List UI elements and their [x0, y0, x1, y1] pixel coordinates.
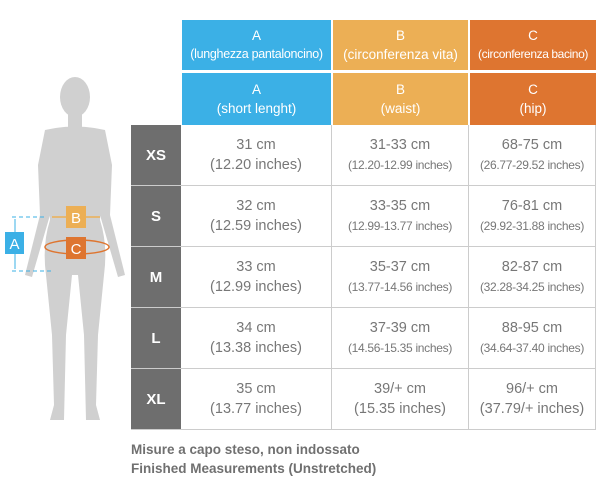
footer-note-it: Misure a capo steso, non indossato: [131, 442, 360, 457]
table-row: XS 31 cm (12.20 inches) 31-33 cm (12.20-12.9…: [131, 125, 596, 186]
size-label: S: [131, 186, 181, 246]
value-inches: (12.20-12.99 inches): [347, 158, 453, 172]
size-table: XS 31 cm (12.20 inches) 31-33 cm (12.20-12.9…: [131, 125, 596, 430]
value-inches: (12.20 inches): [210, 157, 302, 173]
value-cm: 33 cm: [236, 259, 276, 275]
header-letter: B: [395, 82, 405, 97]
size-label: XL: [131, 369, 181, 429]
body-silhouette-diagram: A C B: [5, 77, 125, 420]
cell-b: 31-33 cm (12.20-12.99 inches): [332, 125, 469, 185]
cell-c: 76-81 cm (29.92-31.88 inches): [469, 186, 596, 246]
value-cm: 39/+ cm: [374, 381, 426, 397]
footer-note-en: Finished Measurements (Unstretched): [131, 461, 377, 476]
value-cm: 76-81 cm: [501, 198, 563, 214]
value-cm: 35 cm: [236, 381, 276, 397]
header-it-a: A (lunghezza pantaloncino): [182, 20, 331, 70]
cell-a: 31 cm (12.20 inches): [181, 125, 332, 185]
value-cm: 33-35 cm: [369, 198, 431, 214]
value-inches: (13.77 inches): [210, 401, 302, 417]
cell-a: 32 cm (12.59 inches): [181, 186, 332, 246]
body-silhouette: [25, 77, 125, 420]
header-en-a: A (short lenght): [182, 73, 331, 125]
value-inches: (12.99-13.77 inches): [347, 219, 453, 233]
cell-b: 35-37 cm (13.77-14.56 inches): [332, 247, 469, 307]
measure-c: C: [44, 237, 110, 259]
cell-c: 96/+ cm (37.79/+ inches): [469, 369, 596, 429]
cell-b: 37-39 cm (14.56-15.35 inches): [332, 308, 469, 368]
size-label: M: [131, 247, 181, 307]
header-en-b: B (waist): [333, 73, 468, 125]
header-desc: (short lenght): [216, 101, 297, 116]
header-it-b: B (circonferenza vita): [333, 20, 468, 70]
cell-a: 34 cm (13.38 inches): [181, 308, 332, 368]
value-cm: 34 cm: [236, 320, 276, 336]
table-row: L 34 cm (13.38 inches) 37-39 cm (14.56-15.35…: [131, 308, 596, 369]
header-desc: (waist): [380, 101, 421, 116]
value-cm: 31-33 cm: [369, 137, 431, 153]
value-cm: 88-95 cm: [501, 320, 563, 336]
table-row: M 33 cm (12.99 inches) 35-37 cm (13.77-14.56…: [131, 247, 596, 308]
cell-c: 88-95 cm (34.64-37.40 inches): [469, 308, 596, 368]
header-desc: (circonferenza vita): [343, 47, 458, 62]
measure-a: A: [5, 216, 52, 272]
value-inches: (26.77-29.52 inches): [479, 158, 585, 172]
value-cm: 82-87 cm: [501, 259, 563, 275]
header-letter: B: [395, 28, 405, 43]
header-desc: (circonferenza bacino): [478, 47, 588, 61]
value-inches: (12.59 inches): [210, 218, 302, 234]
header-letter: A: [251, 28, 261, 43]
cell-c: 82-87 cm (32.28-34.25 inches): [469, 247, 596, 307]
svg-text:B: B: [71, 210, 81, 227]
value-inches: (37.79/+ inches): [479, 401, 585, 417]
size-label: L: [131, 308, 181, 368]
cell-b: 33-35 cm (12.99-13.77 inches): [332, 186, 469, 246]
value-inches: (29.92-31.88 inches): [479, 219, 585, 233]
table-row: S 32 cm (12.59 inches) 33-35 cm (12.99-13.77…: [131, 186, 596, 247]
value-cm: 37-39 cm: [369, 320, 431, 336]
header-letter: C: [528, 82, 538, 97]
value-inches: (34.64-37.40 inches): [479, 341, 585, 355]
value-cm: 35-37 cm: [369, 259, 431, 275]
size-label: XS: [131, 125, 181, 185]
header-desc: (lunghezza pantaloncino): [190, 47, 323, 61]
cell-c: 68-75 cm (26.77-29.52 inches): [469, 125, 596, 185]
cell-a: 35 cm (13.77 inches): [181, 369, 332, 429]
value-inches: (15.35 inches): [354, 401, 446, 417]
header-it-c: C (circonferenza bacino): [470, 20, 596, 70]
value-cm: 68-75 cm: [501, 137, 563, 153]
svg-text:A: A: [9, 236, 19, 253]
header-letter: A: [251, 82, 261, 97]
value-inches: (32.28-34.25 inches): [479, 280, 585, 294]
value-inches: (13.38 inches): [210, 340, 302, 356]
table-row: XL 35 cm (13.77 inches) 39/+ cm (15.35 inche…: [131, 369, 596, 430]
value-cm: 31 cm: [236, 137, 276, 153]
header-letter: C: [528, 28, 538, 43]
header-en-c: C (hip): [470, 73, 596, 125]
value-inches: (12.99 inches): [210, 279, 302, 295]
value-cm: 32 cm: [236, 198, 276, 214]
value-cm: 96/+ cm: [506, 381, 558, 397]
value-inches: (13.77-14.56 inches): [347, 280, 453, 294]
header-desc: (hip): [519, 101, 547, 116]
measure-b: B: [52, 206, 100, 228]
value-inches: (14.56-15.35 inches): [347, 341, 453, 355]
cell-a: 33 cm (12.99 inches): [181, 247, 332, 307]
cell-b: 39/+ cm (15.35 inches): [332, 369, 469, 429]
svg-text:C: C: [71, 241, 82, 258]
